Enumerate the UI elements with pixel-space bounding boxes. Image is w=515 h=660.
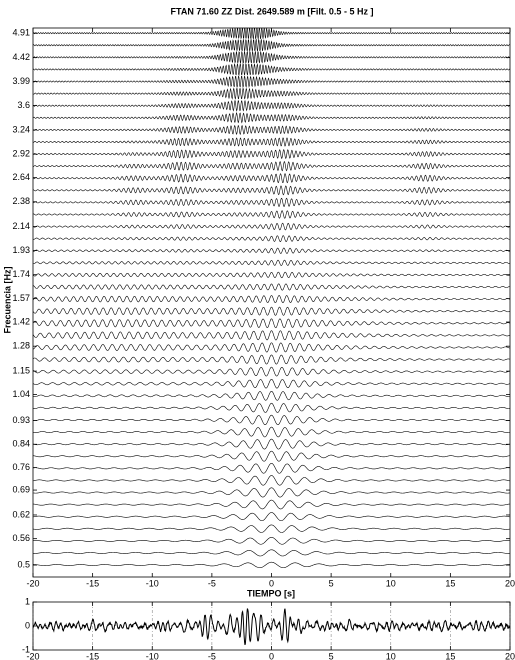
- y-tick-label: 0.84: [12, 439, 30, 449]
- y-tick-label: 1.15: [12, 365, 30, 375]
- waveform: [33, 549, 510, 557]
- x-tick-label: -15: [86, 651, 99, 660]
- waveform: [33, 306, 510, 316]
- x-axis-label: TIEMPO [s]: [247, 588, 295, 598]
- y-tick-label: 3.24: [12, 124, 30, 134]
- waveform: [33, 185, 510, 196]
- waveform: [33, 330, 510, 341]
- waveform: [33, 161, 510, 172]
- x-tick-label: -5: [208, 578, 216, 588]
- x-tick-label: 15: [445, 578, 455, 588]
- y-tick-label: 2.14: [12, 221, 30, 231]
- waveform: [33, 524, 510, 533]
- waveform: [33, 342, 510, 353]
- waveform: [33, 50, 510, 64]
- waveform: [33, 235, 510, 243]
- y-axis-label: Frecuencia [Hz]: [2, 266, 12, 333]
- x-tick-label: 0: [269, 578, 274, 588]
- y-tick-label: 0.76: [12, 462, 30, 472]
- waveform: [33, 125, 510, 136]
- waveform: [33, 487, 510, 498]
- x-tick-label: -20: [26, 578, 39, 588]
- waveform: [33, 438, 510, 450]
- y-tick-label: 1.04: [12, 389, 30, 399]
- y-tick-label: 2.64: [12, 172, 30, 182]
- waveform: [33, 112, 510, 124]
- waveform: [33, 283, 510, 291]
- y-tick-label: 3.99: [12, 76, 30, 86]
- y-tick-label: 4.42: [12, 52, 30, 62]
- x-tick-label: 10: [386, 578, 396, 588]
- y-tick-label: 0.5: [17, 559, 30, 569]
- x-tick-label: 20: [505, 578, 515, 588]
- y-tick-label: 0.69: [12, 484, 30, 494]
- x-tick-label: 5: [329, 651, 334, 660]
- waveform: [33, 75, 510, 89]
- y-tick-label: 0.93: [12, 415, 30, 425]
- waveform: [33, 197, 510, 207]
- waveform: [33, 222, 510, 231]
- x-tick-label: 10: [386, 651, 396, 660]
- x-tick-label: 0: [269, 651, 274, 660]
- waveform: [33, 402, 510, 413]
- waveform: [33, 462, 510, 474]
- x-tick-label: 20: [505, 651, 515, 660]
- waveform: [33, 62, 510, 76]
- waveform: [33, 173, 510, 184]
- waveform: [33, 87, 510, 100]
- waveform: [33, 295, 510, 304]
- y-tick-label: 1: [25, 596, 30, 606]
- y-tick-label: 0: [25, 620, 30, 630]
- waveform: [33, 210, 510, 219]
- x-tick-label: -15: [86, 578, 99, 588]
- waveform: [33, 608, 510, 646]
- waveform: [33, 354, 510, 365]
- waveform: [33, 28, 510, 40]
- chart-title: FTAN 71.60 ZZ Dist. 2649.589 m [Filt. 0.…: [171, 6, 374, 16]
- waveform: [33, 499, 510, 510]
- waveform: [33, 475, 510, 486]
- waveform: [33, 99, 510, 112]
- y-tick-label: 1.93: [12, 245, 30, 255]
- y-tick-label: 2.92: [12, 149, 30, 159]
- y-tick-label: -1: [22, 644, 30, 654]
- x-tick-label: 5: [329, 578, 334, 588]
- waveform: [33, 450, 510, 462]
- x-tick-label: -20: [26, 651, 39, 660]
- y-tick-label: 1.74: [12, 269, 30, 279]
- waveform: [33, 414, 510, 426]
- waveform: [33, 247, 510, 254]
- waveform: [33, 378, 510, 389]
- y-tick-label: 3.6: [17, 100, 30, 110]
- waveform: [33, 426, 510, 438]
- x-tick-label: -5: [208, 651, 216, 660]
- waveform: [33, 390, 510, 401]
- y-tick-label: 0.62: [12, 509, 30, 519]
- waveform: [33, 512, 510, 522]
- waveform: [33, 259, 510, 266]
- plot-frame: [32, 601, 511, 651]
- waveforms: [33, 28, 510, 569]
- y-tick-label: 4.91: [12, 28, 30, 38]
- waveform: [33, 318, 510, 329]
- y-tick-label: 1.57: [12, 293, 30, 303]
- x-tick-label: -10: [146, 578, 159, 588]
- y-tick-label: 2.38: [12, 196, 30, 206]
- x-tick-label: 15: [445, 651, 455, 660]
- waveform: [33, 137, 510, 147]
- waveform: [33, 148, 510, 160]
- waveform: [33, 537, 510, 545]
- waveform: [33, 561, 510, 569]
- waveform: [33, 366, 510, 377]
- waveform: [33, 38, 510, 52]
- plot-frame: [32, 27, 511, 578]
- y-tick-label: 1.28: [12, 341, 30, 351]
- y-tick-label: 0.56: [12, 533, 30, 543]
- waveform: [33, 271, 510, 279]
- y-tick-label: 1.42: [12, 316, 30, 326]
- x-tick-label: -10: [146, 651, 159, 660]
